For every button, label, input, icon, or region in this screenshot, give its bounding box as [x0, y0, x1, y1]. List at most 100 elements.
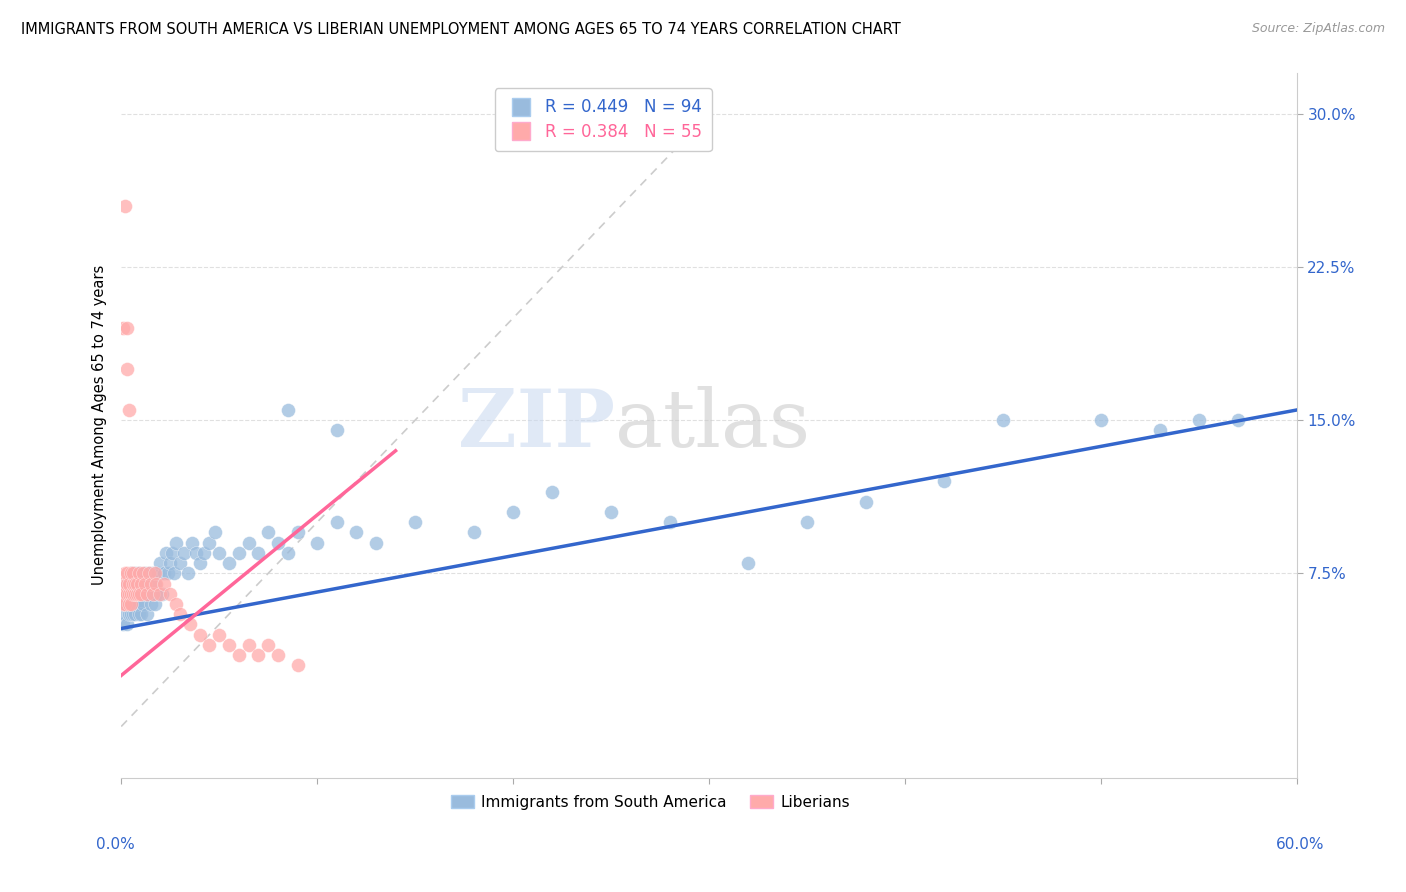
Point: [118, 597, 141, 611]
Text: 0.0%: 0.0%: [96, 838, 135, 852]
Point: [139, 576, 162, 591]
Point: [142, 566, 165, 581]
Point: [122, 587, 145, 601]
Point: [148, 566, 170, 581]
Point: [138, 566, 160, 581]
Text: ZIP: ZIP: [458, 386, 614, 464]
Point: [129, 587, 152, 601]
Point: [122, 566, 145, 581]
Point: [267, 648, 290, 662]
Point: [153, 576, 176, 591]
Point: [159, 587, 181, 601]
Point: [165, 597, 187, 611]
Y-axis label: Unemployment Among Ages 65 to 74 years: Unemployment Among Ages 65 to 74 years: [93, 265, 107, 585]
Point: [114, 597, 136, 611]
Point: [112, 321, 135, 335]
Point: [112, 576, 135, 591]
Text: atlas: atlas: [614, 386, 810, 464]
Point: [139, 597, 162, 611]
Point: [135, 587, 157, 601]
Point: [128, 607, 150, 622]
Point: [208, 627, 231, 641]
Point: [159, 556, 181, 570]
Point: [134, 566, 156, 581]
Point: [1149, 423, 1171, 437]
Point: [112, 617, 135, 632]
Point: [125, 576, 148, 591]
Point: [247, 546, 270, 560]
Point: [184, 546, 207, 560]
Point: [120, 597, 142, 611]
Point: [344, 525, 367, 540]
Point: [1090, 413, 1112, 427]
Point: [179, 617, 201, 632]
Point: [218, 638, 240, 652]
Point: [404, 516, 426, 530]
Point: [142, 587, 165, 601]
Point: [737, 556, 759, 570]
Point: [114, 587, 136, 601]
Point: [122, 607, 145, 622]
Point: [204, 525, 226, 540]
Point: [143, 576, 166, 591]
Point: [228, 648, 250, 662]
Point: [115, 587, 138, 601]
Point: [541, 484, 564, 499]
Point: [132, 587, 155, 601]
Point: [198, 535, 221, 549]
Point: [115, 566, 138, 581]
Point: [115, 362, 138, 376]
Point: [124, 587, 146, 601]
Point: [118, 607, 141, 622]
Point: [169, 556, 191, 570]
Point: [114, 597, 136, 611]
Point: [114, 607, 136, 622]
Point: [600, 505, 623, 519]
Point: [145, 587, 167, 601]
Point: [112, 597, 135, 611]
Point: [364, 535, 387, 549]
Point: [128, 587, 150, 601]
Point: [112, 587, 135, 601]
Point: [267, 535, 290, 549]
Point: [142, 587, 165, 601]
Text: Source: ZipAtlas.com: Source: ZipAtlas.com: [1251, 22, 1385, 36]
Point: [134, 576, 156, 591]
Point: [143, 597, 166, 611]
Point: [163, 566, 186, 581]
Point: [169, 607, 191, 622]
Legend: Immigrants from South America, Liberians: Immigrants from South America, Liberians: [444, 789, 856, 815]
Point: [120, 566, 142, 581]
Point: [153, 566, 176, 581]
Point: [188, 627, 211, 641]
Point: [180, 535, 202, 549]
Point: [287, 658, 309, 673]
Point: [115, 321, 138, 335]
Point: [132, 566, 155, 581]
Point: [150, 587, 173, 601]
Point: [149, 587, 172, 601]
Point: [1227, 413, 1250, 427]
Point: [165, 535, 187, 549]
Point: [198, 638, 221, 652]
Point: [138, 587, 160, 601]
Point: [218, 556, 240, 570]
Point: [934, 475, 956, 489]
Point: [139, 576, 162, 591]
Point: [118, 576, 141, 591]
Point: [1188, 413, 1211, 427]
Point: [188, 556, 211, 570]
Point: [326, 423, 349, 437]
Point: [118, 597, 141, 611]
Point: [122, 576, 145, 591]
Point: [124, 566, 146, 581]
Point: [238, 535, 260, 549]
Point: [128, 566, 150, 581]
Point: [143, 566, 166, 581]
Point: [115, 576, 138, 591]
Point: [122, 576, 145, 591]
Text: IMMIGRANTS FROM SOUTH AMERICA VS LIBERIAN UNEMPLOYMENT AMONG AGES 65 TO 74 YEARS: IMMIGRANTS FROM SOUTH AMERICA VS LIBERIA…: [21, 22, 901, 37]
Point: [120, 566, 142, 581]
Point: [155, 546, 177, 560]
Point: [277, 546, 299, 560]
